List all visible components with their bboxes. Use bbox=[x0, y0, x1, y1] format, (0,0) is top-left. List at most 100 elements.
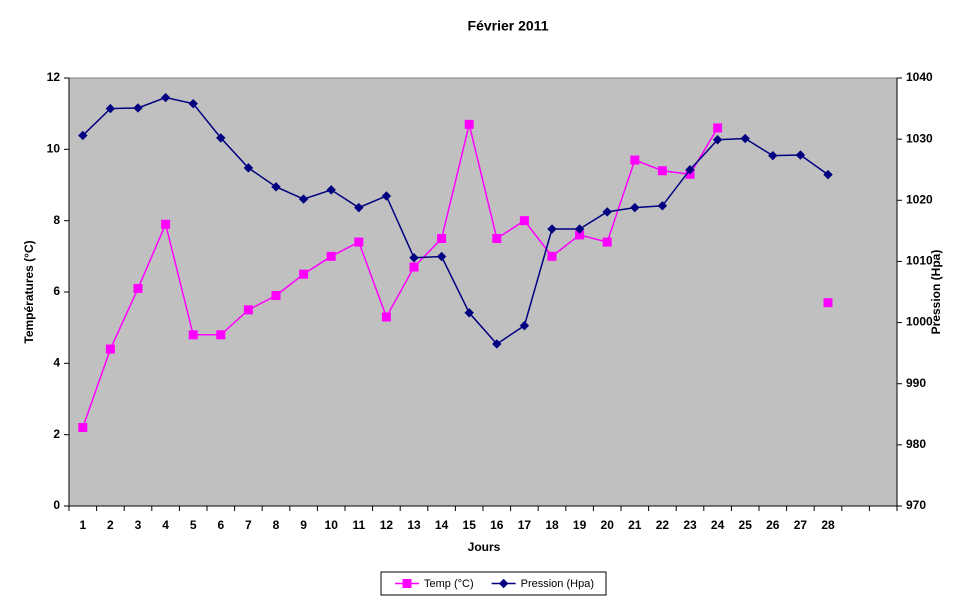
x-tick-label: 11 bbox=[352, 518, 365, 532]
marker bbox=[271, 291, 281, 301]
marker bbox=[298, 194, 309, 204]
x-tick-label: 5 bbox=[190, 518, 197, 532]
chart-title: Février 2011 bbox=[468, 18, 549, 34]
plot-area bbox=[68, 77, 898, 507]
marker bbox=[133, 283, 143, 293]
x-tick-label: 26 bbox=[766, 518, 780, 532]
marker bbox=[188, 98, 198, 109]
x-tick-label: 22 bbox=[656, 518, 670, 532]
marker bbox=[630, 202, 640, 213]
marker bbox=[105, 103, 116, 114]
x-tick-label: 17 bbox=[518, 518, 532, 532]
x-tick-label: 12 bbox=[380, 518, 394, 532]
marker bbox=[78, 130, 88, 141]
x-tick-label: 6 bbox=[217, 518, 224, 532]
x-tick-label: 27 bbox=[794, 518, 808, 532]
marker bbox=[657, 201, 668, 211]
marker bbox=[547, 251, 557, 261]
y-tick-label: 6 bbox=[53, 284, 60, 298]
x-tick-label: 7 bbox=[245, 518, 252, 532]
marker bbox=[381, 312, 391, 322]
x-tick-label: 9 bbox=[300, 518, 307, 532]
marker bbox=[630, 155, 640, 165]
legend-marker bbox=[498, 578, 509, 589]
x-tick-label: 2 bbox=[107, 518, 114, 532]
marker bbox=[133, 103, 143, 113]
marker bbox=[188, 330, 198, 340]
marker bbox=[464, 308, 474, 318]
marker bbox=[243, 305, 253, 315]
marker bbox=[409, 262, 419, 272]
marker bbox=[78, 423, 88, 433]
marker bbox=[574, 224, 585, 234]
marker bbox=[354, 202, 364, 213]
x-tick-label: 10 bbox=[325, 518, 339, 532]
marker bbox=[105, 344, 115, 354]
y2-tick-label: 970 bbox=[906, 498, 926, 512]
marker bbox=[492, 339, 502, 349]
y-tick-label: 4 bbox=[53, 356, 60, 370]
marker bbox=[519, 320, 530, 331]
y-tick-label: 2 bbox=[53, 427, 60, 441]
x-tick-label: 18 bbox=[545, 518, 559, 532]
y2-tick-label: 1040 bbox=[906, 70, 933, 84]
y2-axis-label: Pression (Hpa) bbox=[929, 250, 943, 335]
marker bbox=[436, 251, 447, 262]
x-tick-label: 15 bbox=[463, 518, 477, 532]
marker bbox=[602, 237, 612, 247]
x-tick-label: 8 bbox=[273, 518, 280, 532]
legend-label: Pression (Hpa) bbox=[521, 578, 594, 590]
marker bbox=[381, 191, 392, 201]
y-tick-label: 12 bbox=[47, 70, 61, 84]
y-axis-label: Températures (°C) bbox=[22, 240, 36, 343]
marker bbox=[602, 207, 612, 217]
marker bbox=[685, 165, 695, 175]
x-tick-label: 14 bbox=[435, 518, 449, 532]
marker bbox=[768, 150, 778, 161]
marker bbox=[464, 119, 474, 129]
x-tick-label: 28 bbox=[821, 518, 835, 532]
x-tick-label: 3 bbox=[135, 518, 142, 532]
marker bbox=[795, 150, 806, 160]
x-tick-label: 1 bbox=[79, 518, 86, 532]
y-tick-label: 0 bbox=[53, 498, 60, 512]
marker bbox=[657, 166, 667, 176]
marker bbox=[216, 330, 226, 340]
marker bbox=[492, 234, 502, 243]
marker bbox=[547, 224, 557, 234]
x-tick-label: 20 bbox=[601, 518, 615, 532]
y2-tick-label: 1010 bbox=[906, 254, 933, 268]
series-line bbox=[82, 96, 829, 345]
y2-tick-label: 1000 bbox=[906, 315, 933, 329]
marker bbox=[823, 169, 833, 180]
marker bbox=[243, 163, 254, 173]
legend-marker bbox=[402, 579, 412, 588]
x-tick-label: 19 bbox=[573, 518, 587, 532]
x-tick-label: 13 bbox=[407, 518, 421, 532]
marker bbox=[740, 133, 750, 144]
marker bbox=[216, 133, 226, 143]
legend-label: Temp (°C) bbox=[424, 578, 474, 590]
marker bbox=[326, 251, 336, 261]
marker bbox=[326, 185, 336, 195]
y2-tick-label: 1030 bbox=[906, 131, 933, 145]
marker bbox=[519, 216, 529, 226]
y-tick-label: 10 bbox=[47, 142, 61, 156]
x-tick-label: 25 bbox=[739, 518, 753, 532]
marker bbox=[271, 182, 281, 192]
x-tick-label: 16 bbox=[490, 518, 504, 532]
x-tick-label: 24 bbox=[711, 518, 725, 532]
marker bbox=[161, 219, 171, 229]
y2-tick-label: 1020 bbox=[906, 192, 933, 206]
marker bbox=[299, 269, 309, 279]
marker bbox=[409, 253, 419, 263]
y2-tick-label: 980 bbox=[906, 437, 926, 451]
x-tick-label: 4 bbox=[162, 518, 169, 532]
marker bbox=[437, 234, 447, 243]
marker bbox=[823, 298, 833, 308]
x-tick-label: 21 bbox=[628, 518, 642, 532]
series-line bbox=[82, 124, 719, 428]
y-tick-label: 8 bbox=[53, 213, 60, 227]
marker bbox=[160, 92, 171, 103]
